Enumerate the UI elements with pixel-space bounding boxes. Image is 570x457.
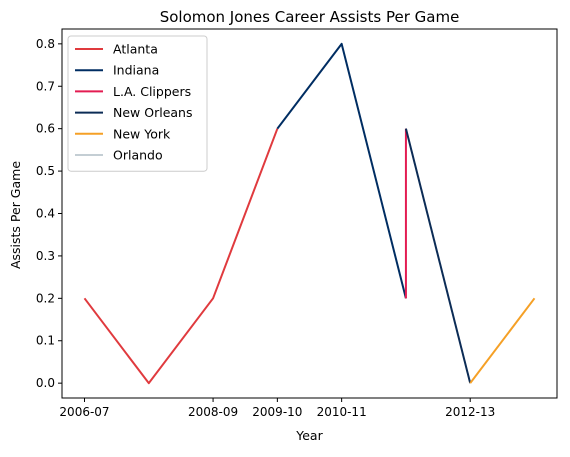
x-tick-label: 2010-11	[317, 405, 367, 419]
plot-layer: 0.0 0.1 0.2 0.3 0.4 0.5 0.6 0.7 0.8 2006-07 2008-0…	[36, 37, 536, 419]
y-tick-label: 0.6	[36, 122, 55, 136]
x-tick-label: 2006-07	[59, 405, 109, 419]
plot-frame	[61, 28, 558, 399]
legend-label: New Orleans	[113, 105, 192, 120]
y-tick-label: 0.5	[36, 164, 55, 178]
y-tick-label: 0.0	[36, 376, 55, 390]
y-tick-label: 0.7	[36, 79, 55, 93]
series-line-atlanta	[83, 128, 279, 385]
x-tick-label: 2009-10	[252, 405, 302, 419]
legend: Atlanta Indiana L.A. Clippers New Orleans Ne…	[67, 35, 208, 172]
y-tick-label: 0.8	[36, 37, 55, 51]
x-tick-label: 2012-13	[445, 405, 495, 419]
legend-label: New York	[113, 126, 171, 141]
legend-label: L.A. Clippers	[113, 84, 191, 99]
y-axis-label: Assists Per Game	[8, 161, 23, 269]
y-tick-label: 0.3	[36, 249, 55, 263]
chart-title: Solomon Jones Career Assists Per Game	[160, 8, 460, 26]
legend-label: Indiana	[113, 63, 159, 78]
y-tick-label: 0.1	[36, 334, 55, 348]
x-axis-label: Year	[295, 428, 323, 443]
legend-label: Atlanta	[113, 42, 158, 57]
x-tick-label: 2008-09	[188, 405, 238, 419]
series-line-new-orleans	[404, 128, 472, 384]
series-line-new-york	[469, 297, 536, 384]
legend-label: Orlando	[113, 148, 163, 163]
y-tick-label: 0.2	[36, 291, 55, 305]
y-tick-label: 0.4	[36, 207, 55, 221]
series-line-indiana	[276, 42, 407, 299]
